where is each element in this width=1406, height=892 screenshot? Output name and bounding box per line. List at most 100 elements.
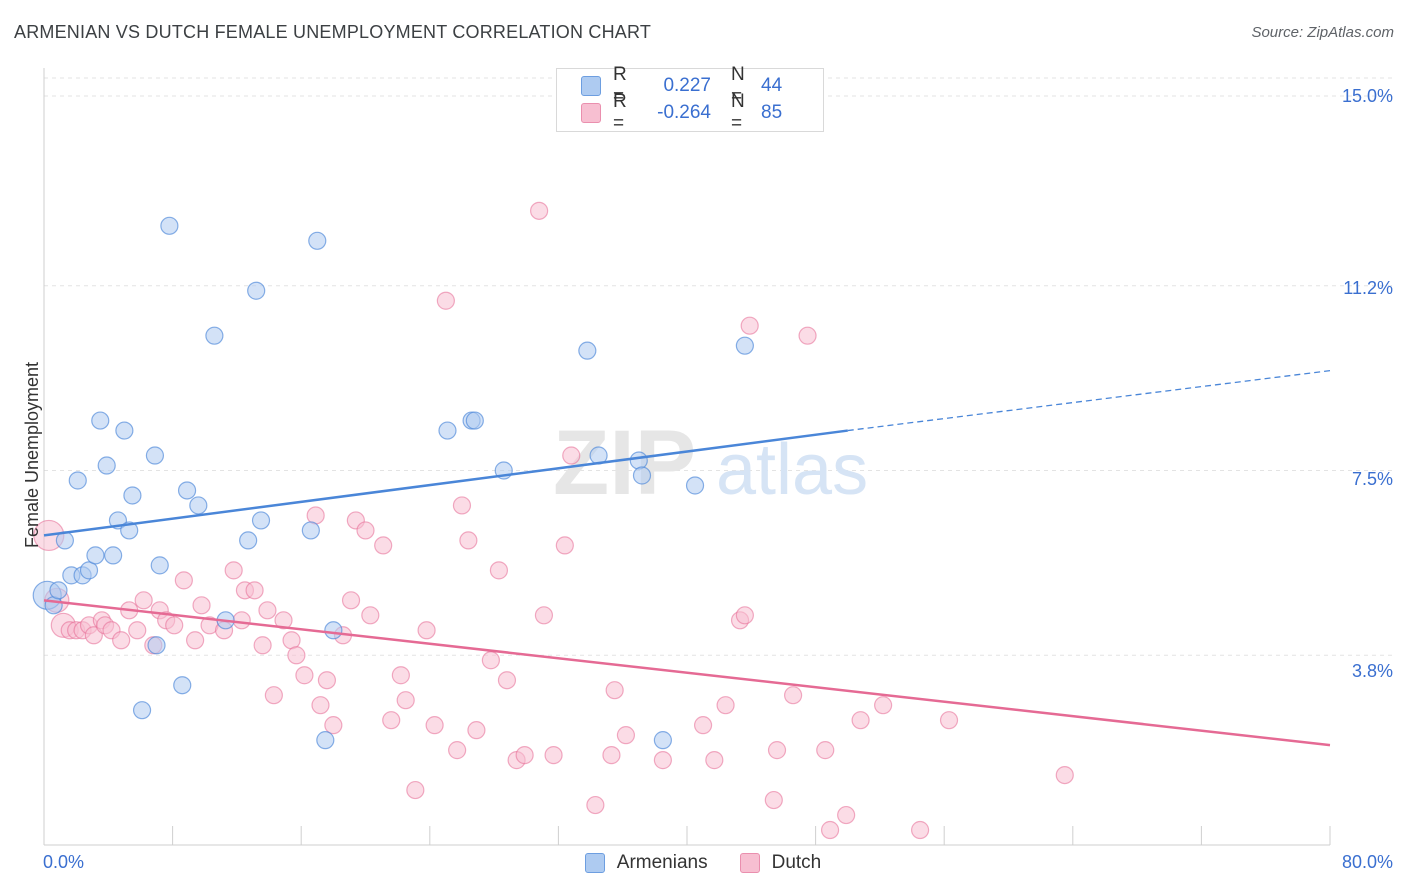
axes [43, 68, 1331, 846]
armenian-point [632, 466, 652, 485]
armenian-point [316, 731, 335, 750]
n-value: 44 [761, 75, 783, 96]
dutch-point [798, 326, 817, 345]
dutch-point [253, 636, 272, 655]
armenians-swatch [581, 76, 601, 96]
armenians-trend-extension [847, 369, 1331, 432]
dutch-point [910, 820, 930, 840]
grid-lines [44, 77, 1396, 656]
armenian-point [189, 496, 208, 515]
dutch-point [134, 591, 153, 610]
dutch-point [716, 696, 735, 715]
chart-title: ARMENIAN VS DUTCH FEMALE UNEMPLOYMENT CO… [14, 22, 652, 42]
dutch-point [605, 681, 624, 700]
dutch-point [425, 716, 444, 735]
dutch-point [287, 646, 306, 665]
armenian-point [251, 511, 271, 530]
n-label: N = [731, 64, 745, 107]
y-tick-label: 15.0% [1341, 86, 1393, 106]
n-label: N = [731, 91, 745, 134]
armenian-point [145, 446, 165, 465]
series-legend: Armenians Dutch [0, 852, 1406, 874]
armenian-point [177, 481, 197, 500]
dutch-trend-line [43, 599, 1331, 747]
armenian-point [629, 451, 648, 470]
dutch-point [767, 741, 787, 760]
dutch-point [417, 621, 436, 640]
dutch-point [282, 631, 301, 650]
dutch-point [459, 531, 478, 550]
armenian-point [438, 421, 457, 440]
armenian-point [150, 556, 169, 575]
r-label: R = [613, 91, 627, 134]
dutch-point [361, 606, 380, 625]
dutch-point [481, 651, 500, 670]
r-label: R = [613, 64, 627, 107]
dutch-point [489, 561, 509, 580]
dutch-point [174, 571, 193, 590]
dutch-point [1055, 765, 1074, 785]
armenian-point [324, 621, 343, 640]
armenian-point [653, 731, 672, 750]
r-value: 0.227 [663, 75, 711, 96]
dutch-point [311, 696, 330, 715]
dutch-point [705, 751, 724, 770]
dutch-points [33, 201, 1074, 840]
dutch-point [467, 721, 486, 740]
dutch-point [264, 686, 283, 705]
dutch-point [693, 716, 713, 735]
dutch-point [452, 496, 472, 515]
armenian-point [44, 596, 63, 615]
dutch-point [497, 671, 517, 690]
legend-row-armenians: R = 0.227 N = 44 [581, 64, 783, 107]
armenian-point [68, 471, 87, 490]
armenian-point [173, 676, 192, 695]
dutch-point [939, 711, 959, 730]
dutch-point [448, 741, 467, 760]
dutch-point [224, 561, 243, 580]
legend-item-dutch[interactable]: Dutch [739, 852, 822, 874]
x-min-label: 0.0% [43, 852, 85, 872]
source-label: Source: ZipAtlas.com [1251, 24, 1394, 41]
armenian-point [239, 531, 258, 550]
dutch-point [341, 591, 361, 610]
dutch-point [851, 711, 870, 730]
legend-item-armenians[interactable]: Armenians [584, 852, 708, 874]
stats-legend: R = 0.227 N = 44 R = -0.264 N = 85 [556, 64, 824, 134]
dutch-point [783, 686, 803, 705]
dutch-point [245, 581, 264, 600]
armenian-point [247, 281, 266, 300]
dutch-point [586, 795, 605, 815]
armenian-point [49, 581, 68, 600]
armenian-point [308, 231, 327, 250]
dutch-point [382, 711, 401, 730]
dutch-point [874, 696, 893, 715]
dutch-legend-swatch [739, 853, 760, 873]
x-max-label: 80.0% [1341, 852, 1393, 872]
armenian-point [301, 521, 320, 540]
dutch-point [391, 666, 410, 685]
legend-row-dutch: R = -0.264 N = 85 [581, 91, 783, 134]
dutch-point [602, 746, 621, 765]
armenians-trend-line [43, 429, 848, 537]
dutch-point [192, 596, 211, 615]
armenian-point [97, 456, 116, 475]
armenian-point [120, 521, 139, 540]
dutch-point [740, 316, 759, 335]
dutch-point [306, 506, 325, 525]
dutch-swatch [581, 103, 601, 123]
armenians-legend-swatch [584, 853, 605, 873]
dutch-point [317, 671, 337, 690]
r-value: -0.264 [657, 102, 711, 123]
armenian-point [147, 636, 166, 655]
dutch-point [555, 536, 574, 555]
dutch-point [534, 606, 554, 625]
y-tick-label: 7.5% [1351, 469, 1393, 489]
dutch-point [820, 820, 840, 840]
armenian-points [32, 216, 754, 750]
dutch-legend-label: Dutch [771, 852, 822, 873]
n-value: 85 [761, 102, 783, 123]
armenian-point [160, 216, 179, 235]
dutch-point [544, 746, 563, 765]
